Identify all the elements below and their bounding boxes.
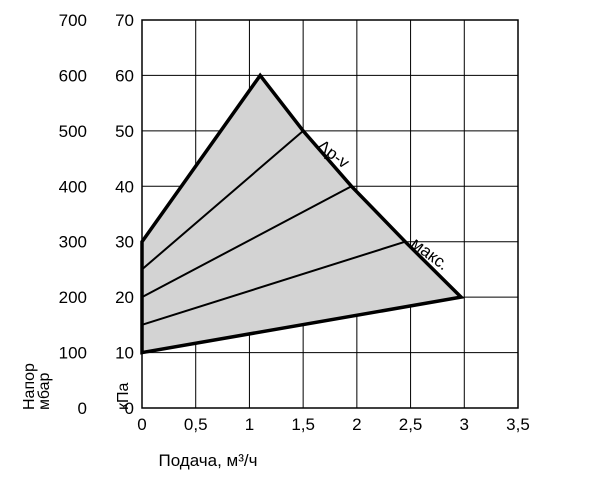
y-axis-label-outer-line: Напор	[21, 363, 38, 410]
y-tick-labels-kpa: 0 10 20 30 40 50 60 70	[115, 11, 134, 418]
y-tick-label-kpa: 30	[115, 233, 134, 252]
y-tick-label-kpa: 10	[115, 344, 134, 363]
dp-v-line	[141, 240, 406, 326]
y-axis-label-outer-line: мбар	[36, 372, 53, 410]
y-tick-label-kpa: 40	[115, 177, 134, 196]
x-tick-label: 1,5	[291, 415, 315, 434]
y-tick-label-mbar: 300	[59, 233, 87, 252]
y-tick-label-kpa: 60	[115, 66, 134, 85]
y-tick-label-kpa: 50	[115, 122, 134, 141]
x-tick-label: 2,5	[399, 415, 423, 434]
y-tick-label-kpa: 20	[115, 288, 134, 307]
x-tick-label: 0,5	[184, 415, 208, 434]
y-tick-label-mbar: 500	[59, 122, 87, 141]
dp-v-lines	[141, 130, 406, 326]
x-tick-label: 2	[352, 415, 361, 434]
y-tick-label-mbar: 600	[59, 66, 87, 85]
y-tick-label-mbar: 700	[59, 11, 87, 30]
dp-v-line	[141, 130, 304, 271]
y-axis-label-inner: кПа	[115, 383, 132, 411]
operating-region	[142, 75, 462, 353]
y-tick-label-mbar: 100	[59, 344, 87, 363]
y-tick-label-mbar: 0	[78, 399, 87, 418]
y-axis-label-inner-text: кПа	[115, 383, 132, 411]
y-axis-label-outer: Напормбар	[21, 363, 53, 410]
y-tick-label-mbar: 400	[59, 177, 87, 196]
x-tick-labels: 0 0,5 1 1,5 2 2,5 3 3,5	[137, 415, 530, 434]
x-tick-label: 0	[137, 415, 146, 434]
x-axis-label: Подача, м³/ч	[159, 451, 258, 470]
plot-frame	[141, 19, 519, 409]
x-tick-label: 3	[460, 415, 469, 434]
region-boundary	[140, 72, 465, 355]
y-tick-label-kpa: 0	[125, 399, 134, 418]
x-tick-label: 1	[245, 415, 254, 434]
dp-v-line	[141, 185, 352, 299]
y-tick-labels-mbar: 0 100 200 300 400 500 600 700	[59, 11, 87, 418]
x-tick-label: 3,5	[506, 415, 530, 434]
region-outline	[140, 72, 465, 355]
y-axis-label-outer-text: Напормбар	[21, 363, 53, 410]
y-tick-label-kpa: 70	[115, 11, 134, 30]
y-tick-label-mbar: 200	[59, 288, 87, 307]
